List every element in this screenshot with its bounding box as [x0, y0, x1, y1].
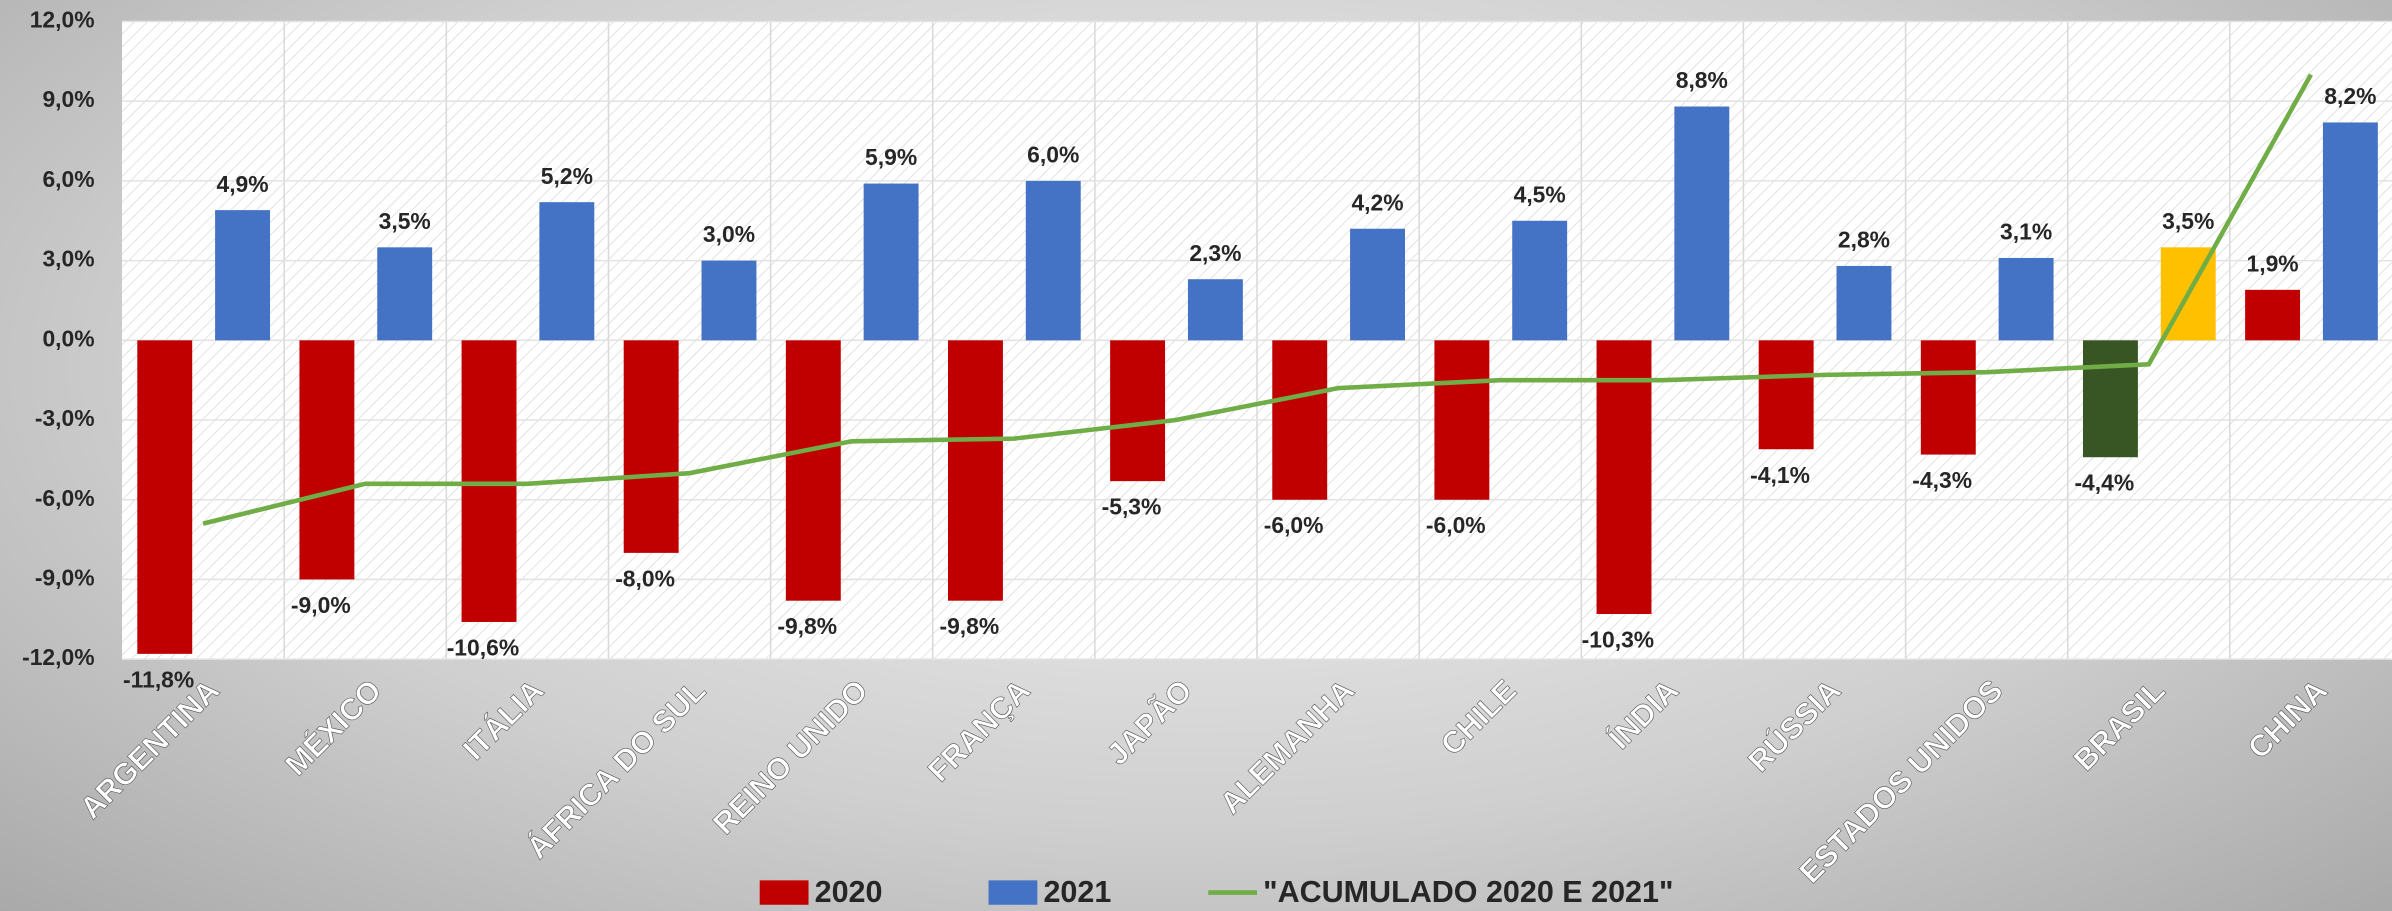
bar	[1920, 340, 1976, 455]
x-tick-label: ÁFRICA DO SUL	[520, 673, 713, 866]
x-tick-label: CHILE	[1434, 673, 1523, 762]
data-label: 5,2%	[541, 163, 593, 189]
bar	[215, 210, 271, 341]
data-label: -10,3%	[1582, 626, 1654, 652]
x-tick-label: ITÁLIA	[456, 673, 550, 767]
bar	[1025, 180, 1081, 341]
data-label: 6,0%	[1027, 142, 1079, 168]
y-tick-label: -12,0%	[22, 644, 94, 670]
y-tick-label: 6,0%	[42, 166, 94, 192]
data-label: 4,2%	[1351, 189, 1403, 215]
data-label: -8,0%	[615, 565, 675, 591]
data-label: -4,1%	[1750, 462, 1810, 488]
bar	[1998, 257, 2054, 341]
data-label: 2,8%	[1838, 227, 1890, 253]
bar	[947, 340, 1003, 601]
x-tick-label: REINO UNIDO	[707, 673, 875, 841]
x-tick-label: BRASIL	[2067, 673, 2171, 777]
bar	[785, 340, 841, 601]
data-label: 5,9%	[865, 144, 917, 170]
data-label: -11,8%	[123, 666, 194, 692]
line	[202, 73, 2313, 526]
bar	[1434, 340, 1490, 500]
data-label: -10,6%	[447, 634, 519, 660]
data-label: -9,8%	[939, 613, 999, 639]
bar	[377, 247, 433, 341]
bar	[2245, 289, 2301, 341]
bar	[1596, 340, 1652, 614]
bar	[2082, 340, 2138, 458]
bar	[1758, 340, 1814, 450]
y-tick-label: 3,0%	[42, 246, 94, 272]
legend-label: 2021	[1043, 875, 1111, 909]
data-label: 1,9%	[2247, 250, 2299, 276]
y-tick-label: -6,0%	[35, 485, 95, 511]
data-label: 3,0%	[703, 221, 755, 247]
bar	[701, 260, 757, 341]
bar	[863, 183, 919, 341]
bar	[1272, 340, 1328, 500]
bar	[1674, 106, 1730, 341]
bar	[539, 202, 595, 341]
bar	[1836, 265, 1892, 341]
x-tick-label: CHINA	[2241, 673, 2333, 765]
data-label: -4,4%	[2074, 470, 2134, 496]
x-tick-label: JAPÃO	[1100, 673, 1199, 772]
data-label: -4,3%	[1912, 467, 1972, 493]
legend-label: 2020	[815, 875, 883, 909]
bar	[1187, 279, 1243, 341]
x-tick-label: MÉXICO	[278, 673, 388, 783]
data-label: -9,8%	[777, 613, 837, 639]
legend-swatch	[988, 880, 1038, 905]
data-label: -6,0%	[1264, 512, 1324, 538]
bar	[137, 340, 193, 654]
bar	[1512, 220, 1568, 341]
x-tick-label: ÍNDIA	[1602, 673, 1685, 756]
data-label: 4,5%	[1514, 181, 1566, 207]
y-tick-label: -9,0%	[35, 564, 95, 590]
data-label: 3,5%	[379, 208, 431, 234]
data-label: 2,3%	[1189, 240, 1241, 266]
bar	[1350, 228, 1405, 341]
bar	[299, 340, 355, 580]
data-label: -5,3%	[1102, 494, 1162, 520]
data-label: 8,2%	[2324, 83, 2376, 109]
data-label: 4,9%	[216, 171, 268, 197]
x-tick-label: RÚSSIA	[1740, 672, 1847, 779]
data-label: 3,5%	[2162, 208, 2214, 234]
y-tick-label: -3,0%	[35, 405, 95, 431]
bar	[623, 340, 679, 553]
data-label: 8,8%	[1676, 67, 1728, 93]
bar	[1110, 340, 1166, 482]
legend-swatch	[759, 880, 809, 905]
data-label: 3,1%	[2000, 219, 2052, 245]
data-label: -6,0%	[1426, 512, 1486, 538]
y-tick-label: 0,0%	[42, 325, 94, 351]
y-tick-label: 9,0%	[42, 86, 94, 112]
x-tick-label: FRANÇA	[922, 673, 1037, 788]
bar	[461, 340, 517, 622]
data-label: -9,0%	[291, 592, 351, 618]
x-tick-label: ARGENTINA	[74, 673, 226, 825]
x-tick-label: ALEMANHA	[1214, 673, 1361, 820]
bar	[2322, 122, 2378, 341]
legend-label: "ACUMULADO 2020 E 2021"	[1263, 875, 1673, 909]
y-tick-label: 12,0%	[30, 7, 95, 33]
